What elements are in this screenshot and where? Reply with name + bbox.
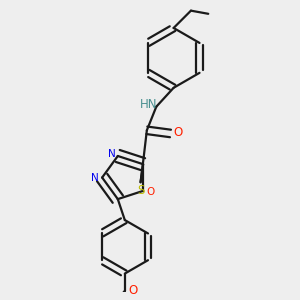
Text: O: O (146, 188, 154, 197)
Text: N: N (91, 173, 99, 183)
Text: N: N (107, 149, 115, 159)
Text: HN: HN (140, 98, 158, 111)
Text: O: O (173, 126, 182, 139)
Text: O: O (129, 284, 138, 297)
Text: S: S (137, 184, 144, 197)
